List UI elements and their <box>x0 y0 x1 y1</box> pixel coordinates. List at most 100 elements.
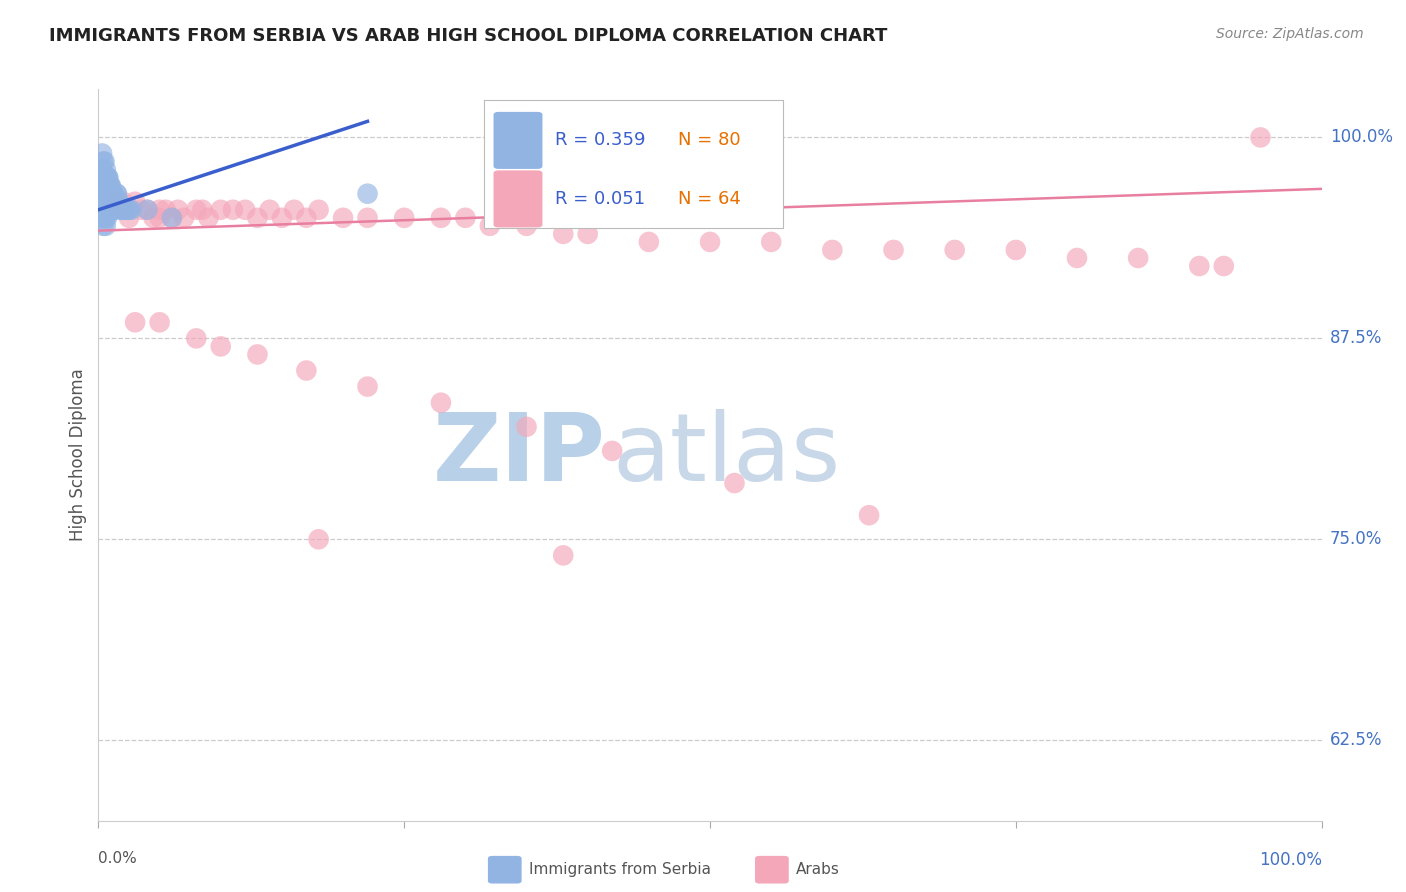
Point <box>91 194 114 209</box>
Point <box>124 194 146 209</box>
Point <box>1249 130 1271 145</box>
Point <box>96 170 118 185</box>
Point <box>246 211 269 225</box>
Point <box>118 202 141 217</box>
Point <box>332 211 354 225</box>
Text: atlas: atlas <box>612 409 841 501</box>
Point <box>111 202 134 217</box>
Point <box>97 186 120 201</box>
Point <box>761 235 783 249</box>
Point <box>723 476 745 491</box>
FancyBboxPatch shape <box>494 170 543 227</box>
Text: 62.5%: 62.5% <box>1330 731 1382 749</box>
Point <box>114 202 136 217</box>
Point <box>167 202 190 217</box>
Point <box>91 178 114 193</box>
Point <box>98 178 121 193</box>
Point <box>308 533 330 547</box>
Point <box>209 202 232 217</box>
Point <box>101 202 124 217</box>
Point <box>91 219 114 233</box>
Point <box>100 194 122 209</box>
Point <box>600 443 623 458</box>
Point <box>98 194 121 209</box>
Point <box>105 186 128 201</box>
Point <box>699 235 721 249</box>
Point <box>576 227 599 241</box>
Point <box>103 194 125 209</box>
Point <box>246 347 269 361</box>
Point <box>91 186 114 201</box>
Point <box>107 194 129 209</box>
Point <box>97 194 120 209</box>
Point <box>90 211 112 225</box>
Point <box>112 202 135 217</box>
Point <box>356 211 378 225</box>
Point <box>93 178 115 193</box>
Point <box>149 202 172 217</box>
Point <box>191 202 214 217</box>
Point <box>100 194 122 209</box>
Text: IMMIGRANTS FROM SERBIA VS ARAB HIGH SCHOOL DIPLOMA CORRELATION CHART: IMMIGRANTS FROM SERBIA VS ARAB HIGH SCHO… <box>49 27 887 45</box>
Point <box>101 186 124 201</box>
Text: N = 64: N = 64 <box>678 190 741 208</box>
Point <box>1004 243 1026 257</box>
Point <box>155 202 177 217</box>
Point <box>233 202 256 217</box>
Point <box>197 211 219 225</box>
Point <box>142 211 165 225</box>
Point <box>101 194 124 209</box>
Point <box>295 211 318 225</box>
Point <box>124 315 146 329</box>
Point <box>94 186 117 201</box>
Point <box>91 202 114 217</box>
Point <box>308 202 330 217</box>
Y-axis label: High School Diploma: High School Diploma <box>69 368 87 541</box>
Point <box>105 194 128 209</box>
Point <box>111 194 134 209</box>
Point <box>91 146 114 161</box>
Point <box>173 211 195 225</box>
Point <box>105 186 128 201</box>
Point <box>93 194 115 209</box>
Point <box>478 219 501 233</box>
Point <box>97 170 120 185</box>
Point <box>111 202 134 217</box>
Point <box>821 243 844 257</box>
Point <box>110 202 132 217</box>
Point <box>91 154 114 169</box>
Point <box>97 178 120 193</box>
FancyBboxPatch shape <box>484 100 783 228</box>
Text: 75.0%: 75.0% <box>1330 531 1382 549</box>
Point <box>105 194 128 209</box>
Point <box>160 211 183 225</box>
Text: 100.0%: 100.0% <box>1258 851 1322 869</box>
Point <box>553 549 575 563</box>
Point <box>101 186 124 201</box>
Point <box>100 178 122 193</box>
Text: Arabs: Arabs <box>796 863 839 877</box>
Point <box>111 202 134 217</box>
Point <box>858 508 880 523</box>
Point <box>120 202 142 217</box>
Point <box>94 194 117 209</box>
Point <box>98 186 121 201</box>
Point <box>186 331 208 345</box>
Point <box>96 194 118 209</box>
Point <box>91 186 114 201</box>
Point <box>100 186 122 201</box>
Point <box>101 186 124 201</box>
Text: 0.0%: 0.0% <box>98 851 138 866</box>
Point <box>104 194 127 209</box>
Point <box>101 202 124 217</box>
Point <box>1128 251 1150 265</box>
Point <box>295 363 318 377</box>
Point <box>883 243 905 257</box>
Text: 100.0%: 100.0% <box>1330 128 1393 146</box>
Point <box>100 202 122 217</box>
Point <box>553 227 575 241</box>
Point <box>93 170 115 185</box>
Point <box>100 178 122 193</box>
Point <box>93 186 115 201</box>
Point <box>94 178 117 193</box>
